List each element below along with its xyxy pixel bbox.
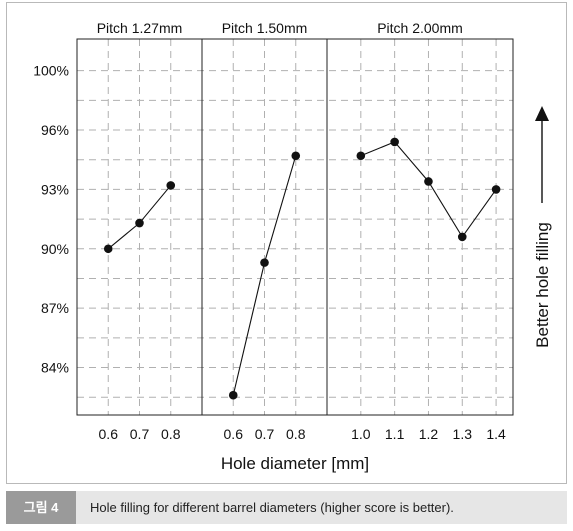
x-tick-label: 1.2 bbox=[419, 426, 439, 442]
series-line bbox=[107, 185, 172, 250]
y-tick-label: 90% bbox=[41, 241, 69, 257]
data-point bbox=[457, 232, 467, 242]
x-tick-label: 1.3 bbox=[453, 426, 473, 442]
y-tick-label: 93% bbox=[41, 181, 69, 197]
x-tick-label: 0.6 bbox=[224, 426, 244, 442]
data-point bbox=[390, 137, 399, 147]
figure-caption: 그림 4 Hole filling for different barrel d… bbox=[6, 491, 567, 524]
x-axis-label: Hole diameter [mm] bbox=[221, 454, 369, 473]
caption-label: 그림 4 bbox=[6, 491, 76, 524]
data-point bbox=[260, 258, 269, 267]
direction-arrow-icon bbox=[535, 106, 549, 121]
caption-text: Hole filling for different barrel diamet… bbox=[90, 500, 454, 515]
panel-title: Pitch 1.27mm bbox=[97, 20, 183, 36]
panel-frame bbox=[201, 38, 328, 416]
data-point bbox=[356, 151, 366, 161]
series-line bbox=[232, 155, 297, 396]
data-point bbox=[491, 185, 501, 194]
x-tick-label: 0.6 bbox=[99, 426, 119, 442]
x-tick-label: 0.8 bbox=[161, 426, 181, 442]
figure-frame: 100% 96% 93% 90% 87% 84% Pitch 1.27mm 0.6 0.7 0.8… bbox=[6, 2, 567, 484]
y-tick-label: 96% bbox=[41, 122, 69, 138]
y-tick-label: 84% bbox=[41, 360, 69, 376]
y-tick-label: 87% bbox=[41, 300, 69, 316]
data-point bbox=[166, 181, 176, 190]
right-axis-label: Better hole filling bbox=[533, 222, 552, 348]
data-point bbox=[135, 218, 144, 228]
panel-title: Pitch 1.50mm bbox=[222, 20, 308, 36]
x-tick-label: 1.0 bbox=[351, 426, 371, 442]
data-point bbox=[228, 390, 238, 400]
x-tick-label: 0.7 bbox=[255, 426, 275, 442]
x-tick-label: 0.8 bbox=[286, 426, 306, 442]
chart: 100% 96% 93% 90% 87% 84% Pitch 1.27mm 0.6 0.7 0.8… bbox=[33, 20, 552, 473]
data-point bbox=[424, 177, 433, 186]
x-tick-label: 1.4 bbox=[486, 426, 506, 442]
panel-frame bbox=[326, 38, 514, 416]
x-tick-label: 1.1 bbox=[385, 426, 405, 442]
data-point bbox=[103, 244, 113, 254]
x-tick-label: 0.7 bbox=[130, 426, 150, 442]
y-tick-label: 100% bbox=[33, 63, 69, 79]
panel-title: Pitch 2.00mm bbox=[377, 20, 463, 36]
data-point bbox=[291, 151, 301, 161]
